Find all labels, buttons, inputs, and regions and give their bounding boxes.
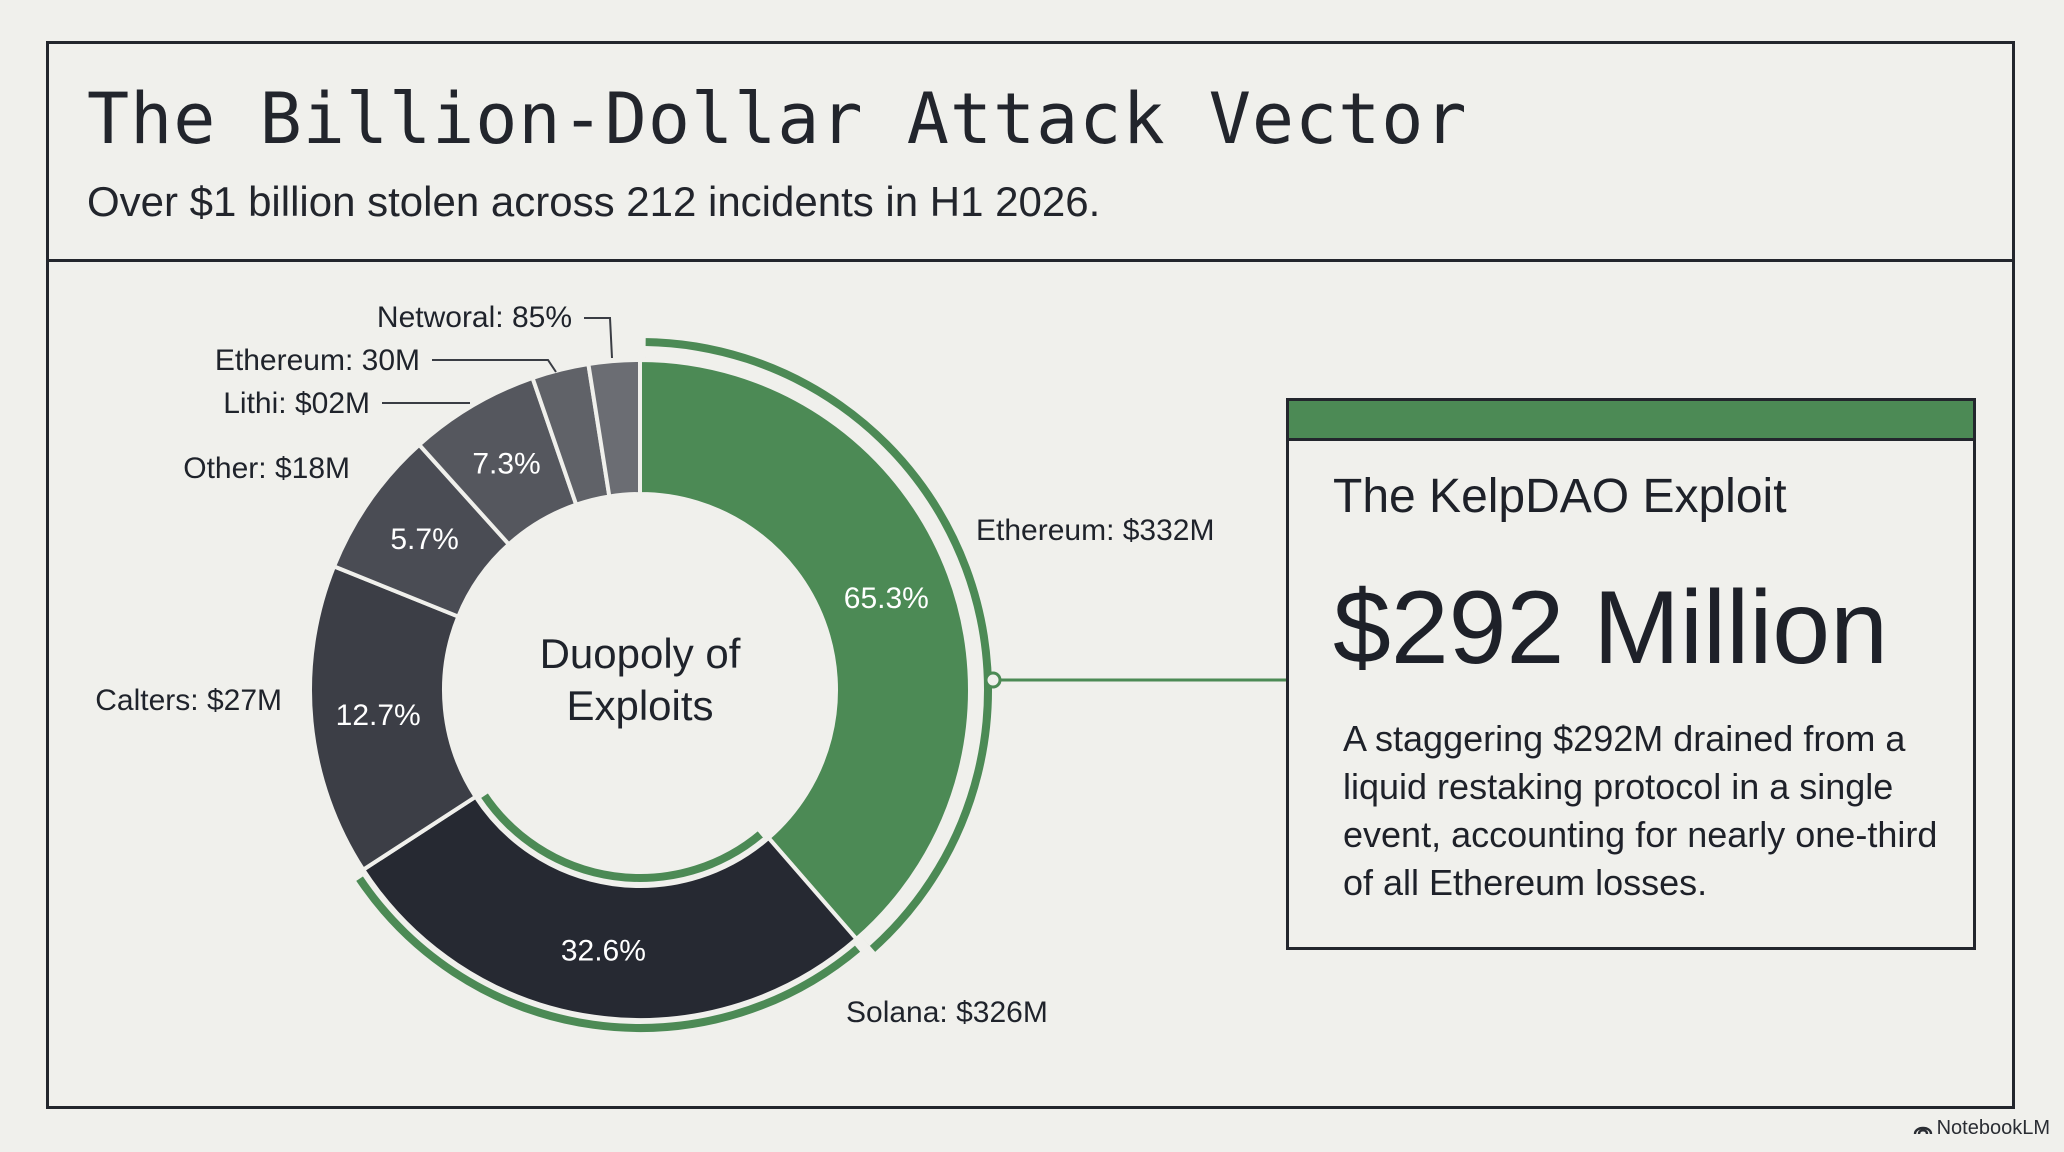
- pct-label-solana: 32.6%: [561, 934, 646, 967]
- slice-ethereum: [638, 357, 972, 942]
- pct-label-ethereum: 65.3%: [844, 582, 929, 615]
- center-label-line: Duopoly of: [540, 630, 741, 677]
- center-label-line: Exploits: [566, 682, 713, 729]
- slice-label-lithi: Lithi: $02M: [223, 387, 370, 420]
- slice-label-ethereum-small: Ethereum: 30M: [215, 344, 420, 377]
- slice-label-ethereum: Ethereum: $332M: [976, 514, 1214, 547]
- callout-connector-dot: [984, 671, 1002, 689]
- slice-label-other: Other: $18M: [183, 452, 350, 485]
- pct-label-lithi: 7.3%: [472, 447, 540, 480]
- pct-label-other: 5.7%: [390, 523, 458, 556]
- callout-card: The KelpDAO Exploit $292 Million A stagg…: [1286, 398, 1976, 950]
- slice-solana: [360, 793, 860, 1022]
- slice-label-calters: Calters: $27M: [95, 684, 282, 717]
- slice-networal: [586, 357, 642, 499]
- slide-frame: The Billion-Dollar Attack Vector Over $1…: [46, 41, 2015, 1109]
- pct-label-calters: 12.7%: [336, 699, 421, 732]
- slice-label-networal: Networal: 85%: [377, 301, 572, 334]
- notebooklm-logo-icon: [1913, 1126, 1932, 1135]
- brand-name: NotebookLM: [1936, 1117, 2050, 1139]
- page-subtitle: Over $1 billion stolen across 212 incide…: [87, 178, 1101, 225]
- callout-body: A staggering $292M drained from a liquid…: [1343, 718, 1938, 903]
- slice-label-solana: Solana: $326M: [846, 996, 1048, 1029]
- leader-line-ethereum-small: [432, 359, 557, 373]
- page-title: The Billion-Dollar Attack Vector: [87, 78, 1468, 160]
- callout-heading: The KelpDAO Exploit: [1333, 470, 1787, 523]
- leader-line-networal: [584, 317, 613, 359]
- brand-mark: NotebookLM: [1913, 1117, 2050, 1140]
- callout-accent-bar: [1289, 401, 1973, 441]
- header: The Billion-Dollar Attack Vector Over $1…: [49, 44, 2012, 262]
- callout-amount: $292 Million: [1333, 570, 1888, 686]
